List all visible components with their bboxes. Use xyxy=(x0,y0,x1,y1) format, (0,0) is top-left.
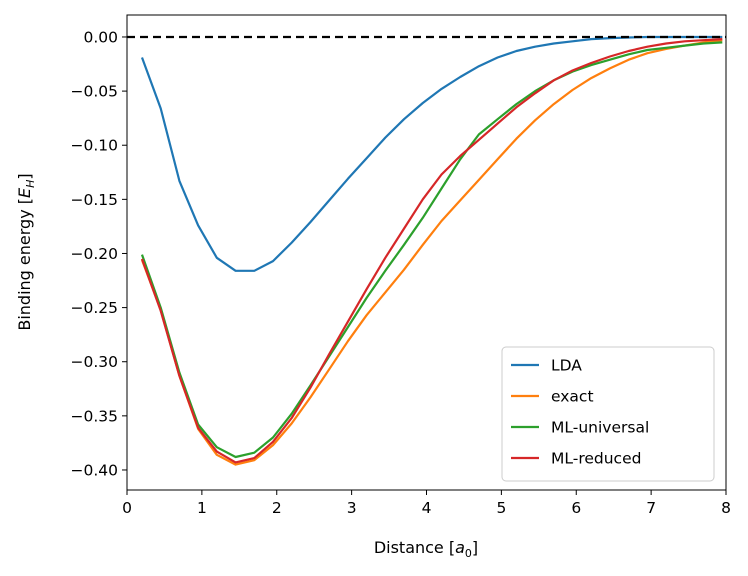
series-line-ml-reduced xyxy=(140,38,723,464)
series-line-ml-universal xyxy=(140,41,723,459)
y-tick-label: −0.25 xyxy=(71,299,119,317)
y-tick-label: −0.30 xyxy=(71,353,119,371)
legend-box xyxy=(501,346,715,482)
y-tick-label: −0.15 xyxy=(71,191,119,209)
y-axis-ticks: 0.00 −0.05 −0.10 −0.15 −0.20 −0.25 −0.30 −0.35 −… xyxy=(71,28,127,479)
legend-label: LDA xyxy=(551,357,582,375)
y-tick-label: 0.00 xyxy=(83,28,118,46)
y-tick-label: −0.10 xyxy=(71,137,119,155)
y-axis-label: Binding energy [EH] xyxy=(15,173,37,330)
x-tick-label: 6 xyxy=(571,499,581,517)
x-axis-ticks: 0 1 2 3 4 5 6 7 8 xyxy=(122,490,731,517)
legend-label: ML-reduced xyxy=(551,450,641,468)
y-tick-label: −0.05 xyxy=(71,83,119,101)
y-tick-label: −0.35 xyxy=(71,407,119,425)
y-tick-label: −0.20 xyxy=(71,245,119,263)
series-line-lda xyxy=(140,35,723,272)
y-tick-label: −0.40 xyxy=(71,461,119,479)
x-tick-label: 8 xyxy=(721,499,731,517)
x-tick-label: 4 xyxy=(422,499,432,517)
x-tick-label: 0 xyxy=(122,499,132,517)
legend: LDA exact ML-universal ML-reduced xyxy=(501,346,715,482)
legend-label: ML-universal xyxy=(551,419,649,437)
x-tick-label: 7 xyxy=(646,499,656,517)
x-tick-label: 5 xyxy=(496,499,506,517)
x-tick-label: 1 xyxy=(197,499,207,517)
series-line-exact xyxy=(140,39,723,466)
legend-label: exact xyxy=(551,388,594,406)
x-tick-label: 2 xyxy=(272,499,282,517)
x-axis-label: Distance [a0] xyxy=(374,538,478,560)
x-tick-label: 3 xyxy=(347,499,357,517)
